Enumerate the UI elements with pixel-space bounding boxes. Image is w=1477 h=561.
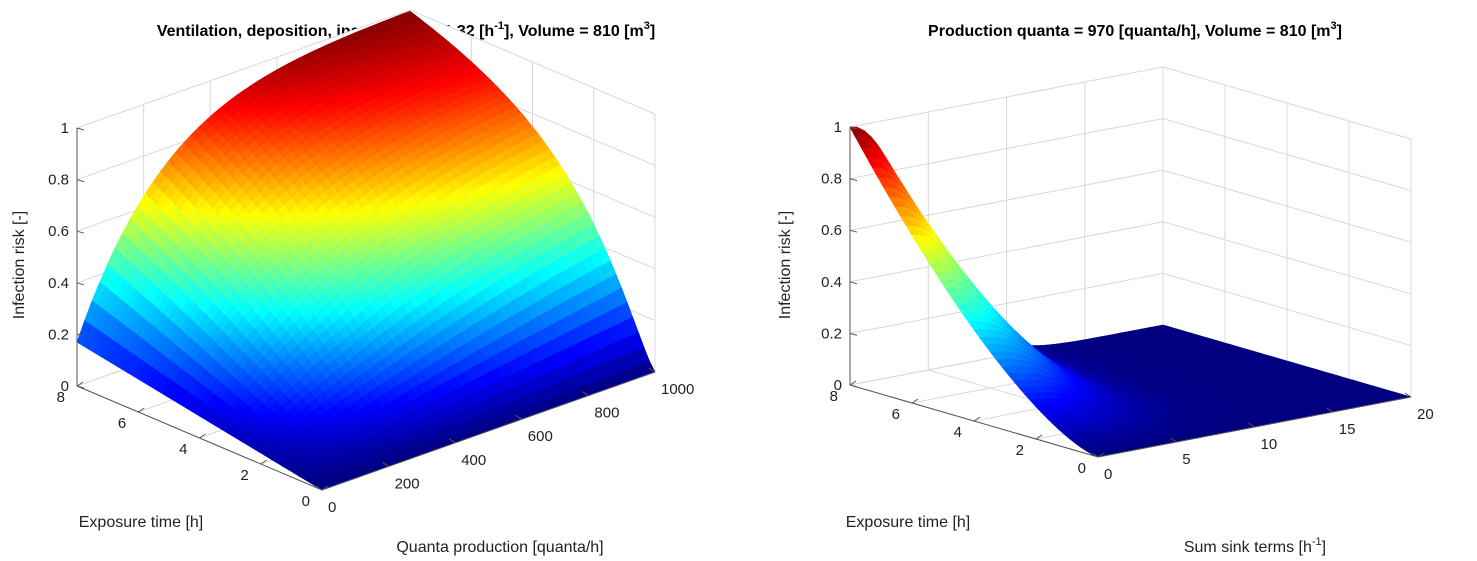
- x-axis-label: Quanta production [quanta/h]: [396, 539, 603, 556]
- z-tick-label: 0.6: [48, 223, 69, 240]
- y-tick-label: 4: [954, 424, 962, 441]
- z-tick-label: 0.8: [821, 171, 842, 188]
- z-tick-label: 1: [61, 120, 69, 137]
- z-tick-label: 0.4: [48, 275, 69, 292]
- x-tick-label: 20: [1417, 406, 1434, 423]
- z-tick-label: 0.2: [48, 326, 69, 343]
- x-tick-label: 600: [528, 428, 553, 445]
- x-tick-label: 0: [328, 499, 336, 516]
- y-tick-label: 8: [57, 389, 65, 406]
- z-tick-label: 0.4: [821, 274, 842, 291]
- y-tick-label: 0: [302, 493, 310, 510]
- y-tick-label: 2: [240, 467, 248, 484]
- x-tick-label: 15: [1339, 421, 1356, 438]
- surface-chart-right: Production quanta = 970 [quanta/h], Volu…: [777, 20, 1434, 556]
- y-tick-label: 4: [179, 441, 187, 458]
- x-tick-label: 1000: [661, 381, 694, 398]
- z-tick-label: 0.6: [821, 222, 842, 239]
- z-tick-label: 0.2: [821, 325, 842, 342]
- y-tick-label: 6: [118, 415, 126, 432]
- x-tick-label: 400: [461, 452, 486, 469]
- x-tick-label: 5: [1182, 451, 1190, 468]
- surface-mesh: [76, 10, 656, 491]
- chart-title: Production quanta = 970 [quanta/h], Volu…: [928, 20, 1342, 40]
- surface-chart-left: Ventilation, deposition, inactivation = …: [11, 9, 694, 556]
- y-tick-label: 6: [892, 406, 900, 423]
- x-axis-label: Sum sink terms [h-1]: [1184, 536, 1326, 556]
- y-tick-label: 2: [1016, 442, 1024, 459]
- x-tick-label: 0: [1104, 466, 1112, 483]
- x-tick-label: 800: [594, 405, 619, 422]
- y-axis-label: Exposure time [h]: [79, 514, 204, 531]
- z-tick-label: 0.8: [48, 172, 69, 189]
- y-axis-label: Exposure time [h]: [846, 514, 971, 531]
- y-tick-label: 8: [830, 388, 838, 405]
- y-tick-label: 0: [1078, 460, 1086, 477]
- x-tick-label: 10: [1261, 436, 1278, 453]
- z-axis-label: Infection risk [-]: [777, 211, 794, 319]
- z-tick-label: 1: [834, 119, 842, 136]
- x-tick-label: 200: [395, 475, 420, 492]
- z-axis-label: Infection risk [-]: [11, 211, 28, 319]
